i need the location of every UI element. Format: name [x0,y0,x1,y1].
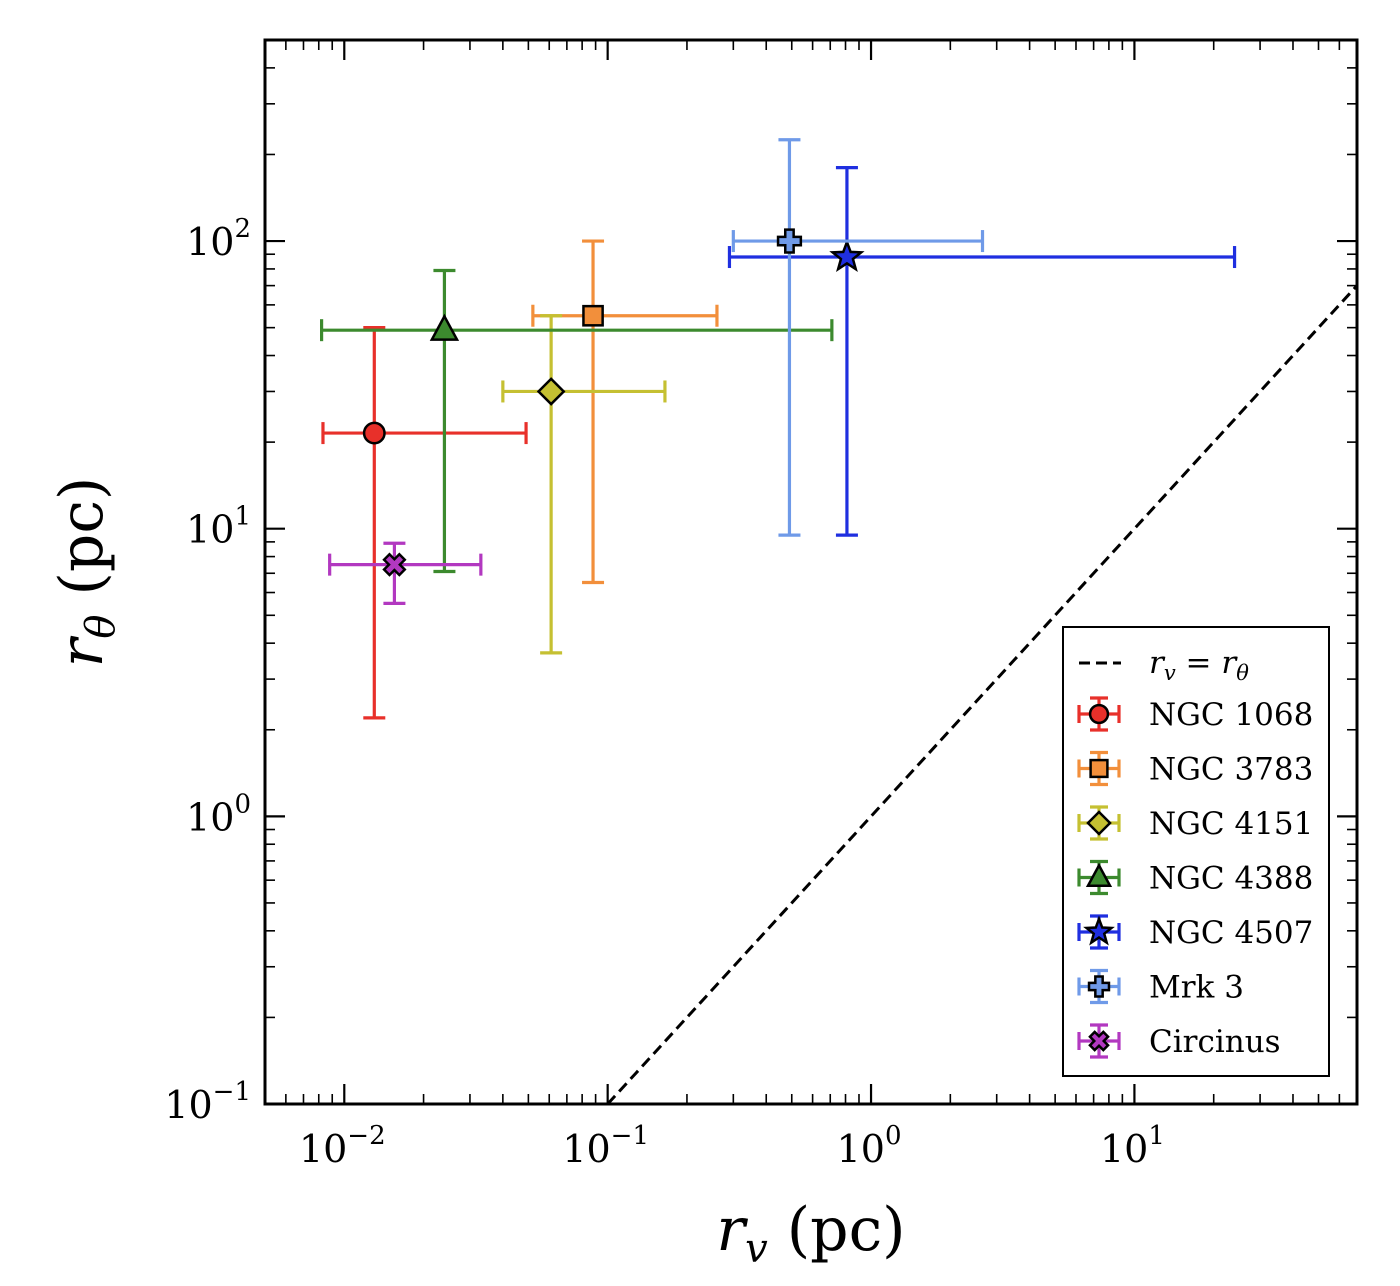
marker-circle [1088,703,1110,725]
legend-box [1062,626,1330,1077]
x-axis-label: rv (pc) [716,1195,905,1272]
legend-reference-label: rv = rθ [1149,645,1249,685]
marker-star [1083,915,1115,946]
marker-square [582,304,604,327]
series-mrk-3 [731,138,985,537]
legend: rv = rθ NGC 1068 NGC 3783 NGC 4151 NGC 4388 N… [1062,626,1330,1077]
marker-square [1089,758,1109,779]
legend-entry: NGC 4507 [1077,914,1313,951]
tick-labels-layer: 10−2 10−1 100 101 10−1 100 101 102 [164,214,1165,1171]
legend-entry: NGC 1068 [1077,696,1313,733]
marker-star [829,238,865,273]
marker-plus [776,228,803,254]
series-ngc-4151 [501,314,667,655]
x-tick-label: 100 [837,1121,902,1171]
legend-entry: Circinus [1077,1023,1281,1060]
data-layer [319,138,1237,720]
series-ngc-1068 [321,326,528,720]
legend-label: NGC 4507 [1149,915,1313,951]
marker-diamond [1086,810,1112,836]
legend-entry: Mrk 3 [1077,968,1244,1006]
legend-entry: NGC 3783 [1077,750,1313,788]
marker-circle [362,421,386,445]
marker-triangle [429,313,460,341]
legend-label: Circinus [1149,1024,1281,1060]
legend-entry: NGC 4388 [1077,859,1313,897]
series-ngc-4507 [727,166,1237,537]
y-tick-label: 101 [186,502,251,552]
series-ngc-3783 [531,239,719,585]
marker-x [382,552,407,577]
y-axis-label: rθ (pc) [47,477,124,668]
legend-label: NGC 3783 [1149,752,1313,788]
reference-line-layer [606,284,1357,1104]
y-tick-label: 100 [186,789,251,839]
ticks-layer [264,39,1358,1106]
legend-label: Mrk 3 [1149,970,1244,1006]
plot-frame [263,38,1359,1106]
series-ngc-4388 [319,268,834,574]
marker-x [1088,1030,1110,1052]
reference-line [606,284,1357,1104]
marker-diamond [536,377,566,406]
series-circinus [328,541,483,605]
x-tick-label: 101 [1100,1121,1165,1171]
marker-plus [1087,975,1111,998]
axis-titles-layer: rv (pc) rθ (pc) [47,477,906,1272]
y-tick-label: 10−1 [164,1077,251,1127]
legend-label: NGC 1068 [1149,697,1313,733]
legend-label: NGC 4388 [1149,861,1313,897]
x-tick-label: 10−2 [299,1121,386,1171]
x-tick-label: 10−1 [562,1121,649,1171]
y-tick-label: 102 [186,214,251,264]
legend-entry: NGC 4151 [1077,805,1313,842]
marker-triangle [1085,862,1113,888]
legend-label: NGC 4151 [1149,806,1313,842]
